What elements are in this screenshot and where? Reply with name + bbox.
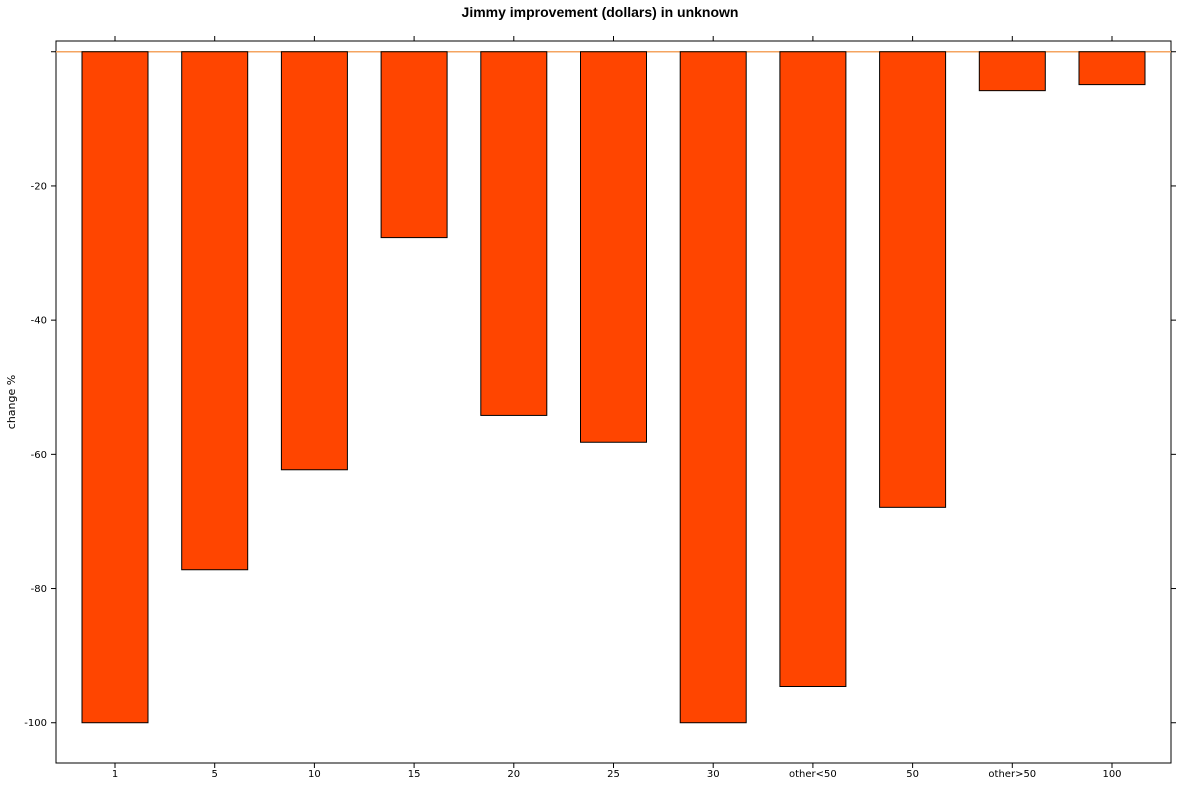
y-axis-ticks: -20 -40 -60 -80 -100 (24, 51, 1176, 729)
bar-100 (1078, 51, 1146, 86)
bar-15 (380, 51, 448, 239)
bar-5 (181, 51, 249, 571)
bar-10 (280, 51, 348, 471)
bar-30 (679, 51, 747, 724)
y-tick-label: -40 (31, 316, 47, 327)
y-tick-label: -80 (31, 584, 47, 595)
x-tick-label: other>50 (988, 769, 1036, 780)
x-tick-label: 100 (1102, 769, 1121, 780)
bar-25 (580, 51, 647, 443)
x-tick-label: 25 (607, 769, 620, 780)
x-tick-label: 15 (408, 769, 421, 780)
bar-other-50 (779, 51, 847, 688)
x-tick-label: 30 (707, 769, 720, 780)
chart-title: Jimmy improvement (dollars) in unknown (462, 4, 739, 20)
bar-other-50 (978, 51, 1046, 92)
y-tick-label: -60 (31, 450, 47, 461)
x-tick-label: 50 (906, 769, 919, 780)
bar-50 (879, 51, 947, 508)
bars-layer (81, 51, 1146, 724)
bar-20 (480, 51, 548, 416)
x-axis-ticks: 1 5 10 15 20 25 30 other<50 50 other>50 100 (112, 36, 1122, 780)
y-axis-label: change % (5, 375, 18, 429)
x-tick-label: 5 (212, 769, 218, 780)
y-tick-label: -100 (24, 718, 47, 729)
x-tick-label: 10 (308, 769, 321, 780)
x-tick-label: 1 (112, 769, 118, 780)
x-tick-label: 20 (507, 769, 520, 780)
y-tick-label: -20 (31, 181, 47, 192)
x-tick-label: other<50 (789, 769, 837, 780)
bar-1 (81, 51, 149, 724)
